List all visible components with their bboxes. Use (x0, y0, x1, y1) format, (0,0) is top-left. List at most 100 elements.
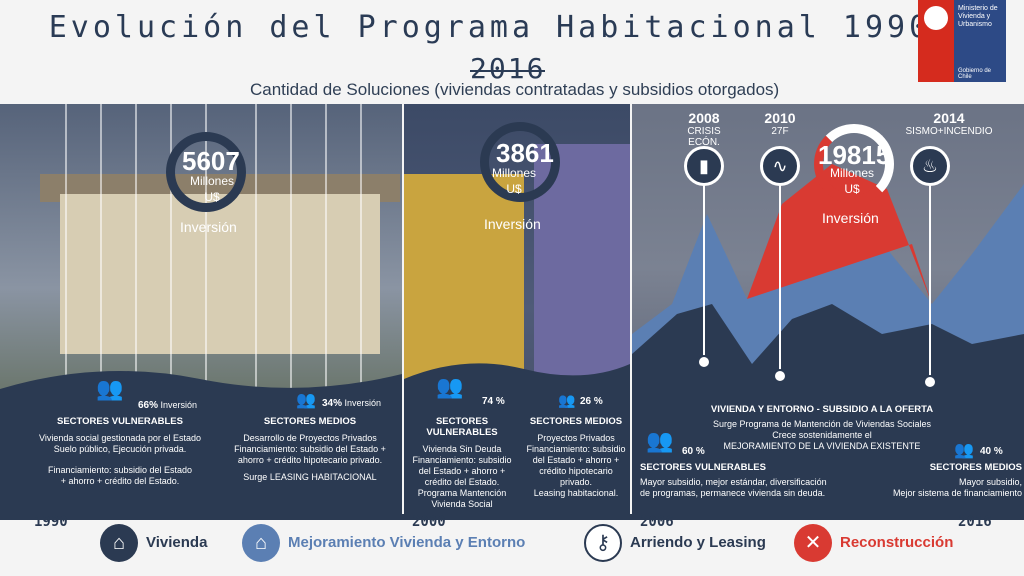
guide-line (325, 104, 327, 394)
vulnerables-title: SECTORES VULNERABLES (640, 462, 766, 473)
medios-pct: 34% Inversión (322, 398, 381, 409)
entorno-title: VIVIENDA Y ENTORNO - SUBSIDIO A LA OFERT… (710, 404, 934, 415)
house-icon: ⌂ (100, 524, 138, 562)
vulnerables-title: SECTORES VULNERABLES (426, 416, 498, 438)
reconstruccion-area (747, 164, 932, 304)
text-line: del Estado + ahorro + (532, 455, 620, 465)
timeline-year-1990: 1990 (34, 514, 68, 530)
guide-line (205, 104, 207, 394)
event-year: 2010 (764, 110, 796, 126)
investment-amount: 3861 (496, 138, 554, 168)
timeline-year-2006: 2006 (640, 514, 674, 530)
entorno-block: VIVIENDA Y ENTORNO - SUBSIDIO A LA OFERT… (672, 404, 972, 452)
text-line: Vivienda Social (431, 499, 493, 509)
text-line: del Estado + ahorro + (418, 466, 506, 476)
pct-value: 40 % (980, 446, 1003, 457)
medios-block: SECTORES MEDIOS Mayor subsidio, Mejor si… (862, 462, 1022, 499)
medios-pct: 26 % (580, 396, 603, 407)
vulnerables-block: SECTORES VULNERABLES Vivienda social ges… (20, 416, 220, 487)
investment-amount: 5607 (182, 146, 240, 176)
text-line: Mayor subsidio, mejor estándar, diversif… (640, 477, 827, 487)
guide-line (290, 104, 292, 394)
timeline-bar (0, 514, 1024, 520)
pct-value: 60 % (682, 446, 705, 457)
investment-currency: U$ (844, 182, 860, 196)
medios-title: SECTORES MEDIOS (263, 416, 357, 427)
vivienda-area (632, 304, 1024, 514)
text-line: Proyectos Privados (537, 433, 615, 443)
seismograph-icon: ∿ (760, 146, 800, 186)
coat-of-arms-icon (924, 6, 948, 30)
pct-value: 74 % (482, 396, 505, 407)
vulnerables-block: SECTORES VULNERABLES Mayor subsidio, mej… (640, 462, 870, 499)
event-label: 27F (771, 126, 789, 137)
legend-label: Vivienda (146, 534, 208, 551)
pct-label: Inversión (160, 400, 198, 410)
tools-icon: ✕ (794, 524, 832, 562)
investment-ring (814, 124, 894, 204)
text-line: Programa Mantención (417, 488, 507, 498)
text-line: Leasing habitacional. (533, 488, 619, 498)
page-subtitle: Cantidad de Soluciones (viviendas contra… (250, 80, 780, 99)
investment-label: Inversión (484, 216, 541, 232)
investment-currency: U$ (506, 182, 522, 196)
medios-pct: 40 % (980, 446, 1003, 457)
text-line: de programas, permanece vivienda sin deu… (640, 488, 826, 498)
text-line: Suelo público, Ejecución privada. (53, 444, 187, 454)
text-line: Crece sostenidamente el (772, 430, 872, 440)
text-line: Vivienda Sin Deuda (422, 444, 502, 454)
vulnerables-title: SECTORES VULNERABLES (57, 416, 183, 427)
text-line: Financiamiento: subsidio (412, 455, 512, 465)
people-icon: 👥 (954, 442, 974, 459)
legend-label: Reconstrucción (840, 534, 954, 551)
text-line: MEJORAMIENTO DE LA VIVIENDA EXISTENTE (723, 441, 921, 451)
timeline-year-2016: 2016 (958, 514, 992, 530)
text-line: ahorro + crédito hipotecario privado. (237, 455, 383, 465)
investment-unit: Millones (189, 174, 234, 188)
text-line: Surge LEASING HABITACIONAL (243, 472, 377, 482)
event-year: 2008 (688, 110, 720, 126)
logo-text: Ministerio de Vivienda y Urbanismo (958, 5, 998, 28)
text-line: Desarrollo de Proyectos Privados (243, 433, 377, 443)
people-icon: 👥 (646, 428, 674, 453)
people-icon: 👥 (96, 376, 124, 401)
guide-line (135, 104, 137, 394)
medios-block: SECTORES MEDIOS Desarrollo de Proyectos … (220, 416, 400, 483)
text-line: crédito hipotecario (539, 466, 613, 476)
medios-block: SECTORES MEDIOS Proyectos Privados Finan… (522, 416, 630, 499)
legend-label: Arriendo y Leasing (630, 534, 766, 551)
ministry-logo: Ministerio de Vivienda y Urbanismo Gobie… (918, 0, 1006, 82)
trend-area-chart (632, 164, 1024, 514)
period-2000-2006-panel: 3861 Millones U$ Inversión 👥 74 % SECTOR… (404, 104, 630, 514)
event-lines (697, 184, 937, 389)
period-1990-2000-panel: 5607 Millones U$ Inversión 👥 66% Inversi… (0, 104, 402, 514)
medios-title: SECTORES MEDIOS (529, 416, 623, 427)
guide-line (170, 104, 172, 394)
text-line: + ahorro + crédito del Estado. (60, 476, 180, 486)
event-2014: 2014 SISMO+INCENDIO (894, 110, 1004, 137)
text-line: privado. (559, 477, 593, 487)
page-title: Evolución del Programa Habitacional 1990… (48, 10, 976, 45)
period-2006-2016-panel: 2008 CRISIS ECÓN. ▮ 2010 27F ∿ 2014 SISM… (632, 104, 1024, 514)
investment-ring (480, 122, 560, 202)
dark-wave (404, 363, 630, 514)
investment-currency: U$ (204, 190, 220, 204)
event-2010: 2010 27F (750, 110, 810, 137)
house-icon: ⌂ (242, 524, 280, 562)
text-line: Mejor sistema de financiamiento (892, 488, 1022, 498)
text-line: Financiamiento: subsidio del Estado (47, 465, 193, 475)
text-line: Surge Programa de Mantención de Vivienda… (713, 419, 931, 429)
page-title-line2: 2016 (470, 52, 546, 85)
vulnerables-pct: 74 % (482, 396, 505, 407)
event-label: SISMO+INCENDIO (905, 126, 993, 137)
people-icon: 👥 (296, 392, 316, 409)
pct-value: 34% (322, 398, 343, 409)
bar-chart-icon: ▮ (684, 146, 724, 186)
guide-line (65, 104, 67, 394)
key-icon: ⚷ (584, 524, 622, 562)
investment-label: Inversión (822, 210, 879, 226)
people-icon: 👥 (436, 374, 464, 399)
people-icon: 👥 (558, 392, 576, 408)
legend-label: Mejoramiento Vivienda y Entorno (288, 534, 526, 551)
guide-line (360, 104, 362, 394)
